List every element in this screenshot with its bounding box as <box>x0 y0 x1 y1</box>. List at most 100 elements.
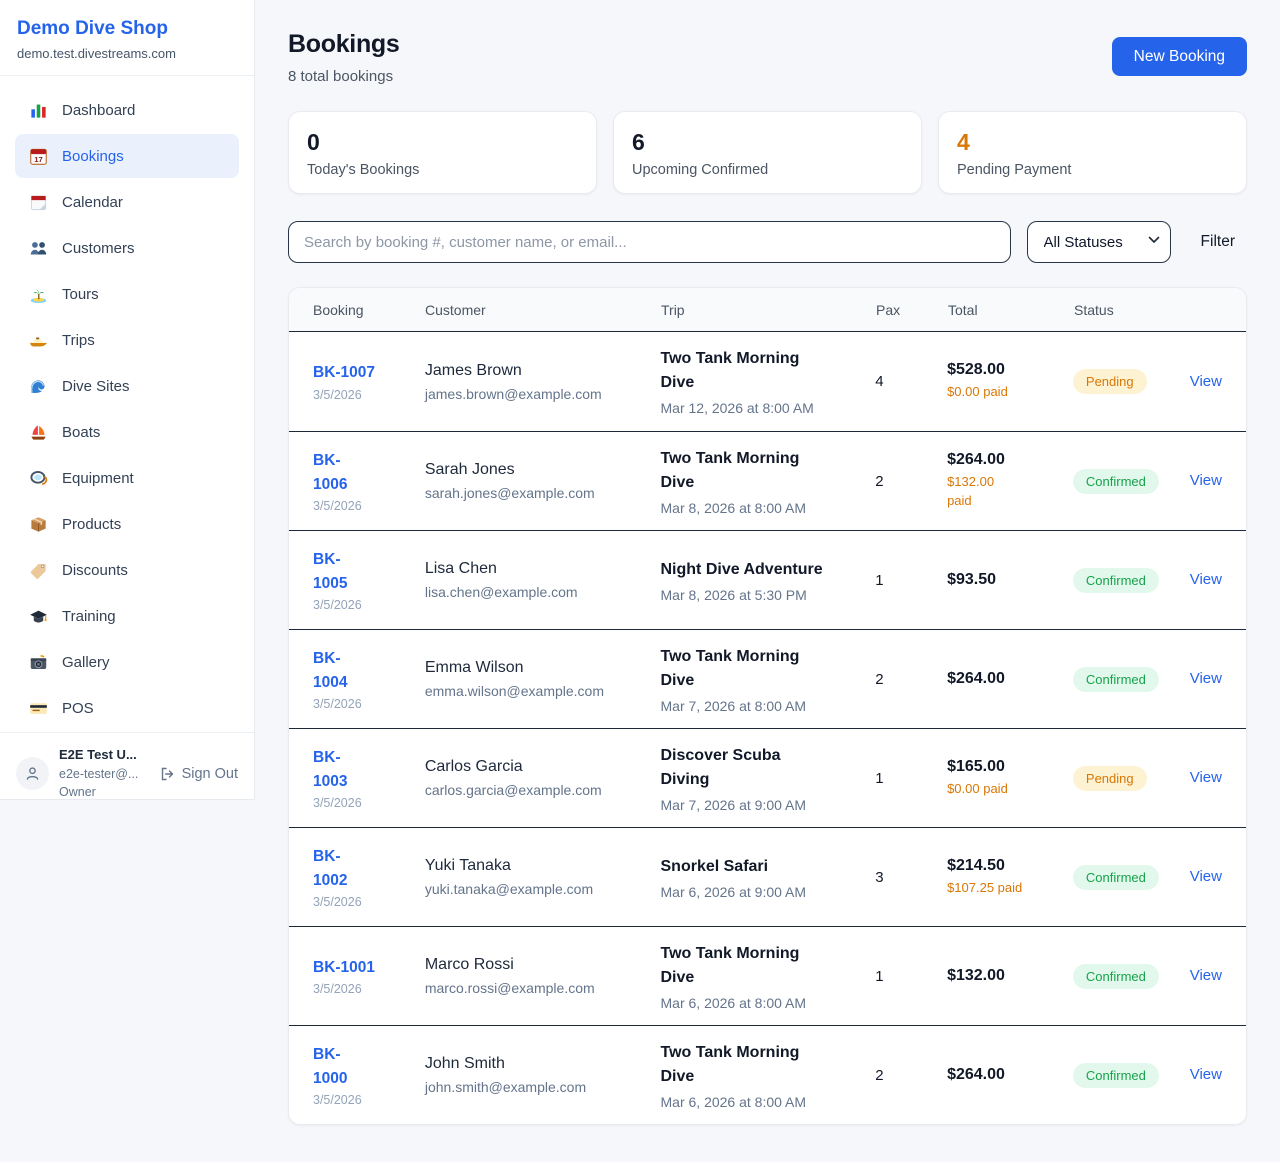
sidebar-item-label: Trips <box>62 331 95 349</box>
table-row: BK- 1000 3/5/2026 John Smith john.smith@… <box>289 1025 1246 1124</box>
table-body: BK-1007 3/5/2026 James Brown james.brown… <box>289 332 1246 1124</box>
new-booking-button[interactable]: New Booking <box>1111 37 1247 76</box>
sidebar-item-label: Discounts <box>62 561 128 579</box>
trip-datetime: Mar 8, 2026 at 8:00 AM <box>660 499 807 516</box>
status-filter-select[interactable]: All Statuses <box>1026 221 1171 263</box>
sidebar-item-customers[interactable]: Customers <box>15 226 239 270</box>
sidebar-item-equipment[interactable]: Equipment <box>15 456 239 500</box>
booking-id-link[interactable]: BK- 1002 <box>313 848 348 889</box>
trip-datetime: Mar 6, 2026 at 8:00 AM <box>660 1093 807 1110</box>
sidebar-item-label: POS <box>62 699 94 717</box>
person-icon <box>26 767 39 780</box>
booking-date: 3/5/2026 <box>313 696 362 711</box>
user-email: e2e-tester@... <box>59 766 139 781</box>
trip-name: Two Tank Morning Dive <box>660 449 800 491</box>
stat-label: Upcoming Confirmed <box>632 162 769 178</box>
calendar-icon: 17 <box>29 147 48 166</box>
credit-card-icon <box>29 699 48 718</box>
stat-card-upcoming-confirmed: 6 Upcoming Confirmed <box>613 111 922 194</box>
trip-datetime: Mar 7, 2026 at 9:00 AM <box>660 796 807 813</box>
booking-id-link[interactable]: BK- 1000 <box>313 1046 348 1087</box>
bookings-table: Booking Customer Trip Pax Total Status B… <box>288 287 1247 1125</box>
column-header-booking: Booking <box>313 301 364 318</box>
sidebar-item-label: Boats <box>62 423 101 441</box>
customer-email: emma.wilson@example.com <box>424 683 604 699</box>
shop-domain: demo.test.divestreams.com <box>17 46 176 61</box>
sidebar-item-discounts[interactable]: Discounts <box>15 548 239 592</box>
sidebar-item-dive-sites[interactable]: Dive Sites <box>15 364 239 408</box>
view-link[interactable]: View <box>1189 571 1222 588</box>
status-badge: Confirmed <box>1072 468 1159 494</box>
table-header-row: Booking Customer Trip Pax Total Status <box>289 288 1246 332</box>
paid-amount: $107.25 paid <box>947 879 1023 895</box>
booking-date: 3/5/2026 <box>313 498 362 513</box>
view-link[interactable]: View <box>1189 1066 1222 1083</box>
pax-count: 3 <box>875 868 884 886</box>
view-link[interactable]: View <box>1189 868 1222 885</box>
status-badge: Confirmed <box>1072 864 1159 890</box>
status-badge: Confirmed <box>1072 1062 1159 1088</box>
sidebar-item-training[interactable]: Training <box>15 594 239 638</box>
sidebar-item-products[interactable]: Products <box>15 502 239 546</box>
booking-id-link[interactable]: BK- 1003 <box>313 749 348 790</box>
filter-button[interactable]: Filter <box>1200 233 1235 250</box>
tear-off-calendar-icon <box>29 193 48 212</box>
view-link[interactable]: View <box>1189 472 1222 489</box>
customer-name: Sarah Jones <box>424 461 515 478</box>
sign-out-button[interactable]: Sign Out <box>159 766 238 782</box>
booking-date: 3/5/2026 <box>313 387 362 402</box>
view-link[interactable]: View <box>1189 967 1222 984</box>
package-icon <box>29 515 48 534</box>
stats-row: 0 Today's Bookings 6 Upcoming Confirmed … <box>288 111 1247 194</box>
sidebar-item-trips[interactable]: Trips <box>15 318 239 362</box>
sidebar-item-label: Tours <box>62 285 99 303</box>
customer-email: carlos.garcia@example.com <box>424 782 602 798</box>
booking-id-link[interactable]: BK-1001 <box>313 958 376 976</box>
booking-id-link[interactable]: BK-1007 <box>313 364 376 382</box>
stat-value: 0 <box>307 129 320 155</box>
booking-id-link[interactable]: BK- 1006 <box>313 452 348 493</box>
sidebar-item-gallery[interactable]: Gallery <box>15 640 239 684</box>
trip-name: Two Tank Morning Dive <box>660 647 800 689</box>
user-meta: E2E Test U... e2e-tester@... Owner <box>59 746 138 801</box>
customer-name: Lisa Chen <box>424 560 497 577</box>
user-name: E2E Test U... <box>59 747 137 762</box>
stat-label: Today's Bookings <box>307 162 420 178</box>
sidebar-item-boats[interactable]: Boats <box>15 410 239 454</box>
column-header-status: Status <box>1074 301 1114 318</box>
pax-count: 2 <box>875 472 884 490</box>
view-link[interactable]: View <box>1189 670 1222 687</box>
total-amount: $264.00 <box>947 1066 1005 1083</box>
stat-card-todays-bookings: 0 Today's Bookings <box>288 111 597 194</box>
view-link[interactable]: View <box>1189 769 1222 786</box>
search-input[interactable] <box>288 221 1011 263</box>
pax-count: 1 <box>875 967 884 985</box>
sidebar-item-dashboard[interactable]: Dashboard <box>15 88 239 132</box>
trip-name: Two Tank Morning Dive <box>660 350 800 391</box>
table-row: BK- 1003 3/5/2026 Carlos Garcia carlos.g… <box>289 728 1246 827</box>
sidebar-item-label: Equipment <box>62 469 134 487</box>
stat-value: 6 <box>632 129 645 155</box>
customer-email: lisa.chen@example.com <box>424 584 578 600</box>
sidebar-item-bookings[interactable]: 17 Bookings <box>15 134 239 178</box>
booking-date: 3/5/2026 <box>313 597 362 612</box>
table-row: BK- 1004 3/5/2026 Emma Wilson emma.wilso… <box>289 629 1246 728</box>
sidebar-item-tours[interactable]: Tours <box>15 272 239 316</box>
trip-datetime: Mar 8, 2026 at 5:30 PM <box>660 586 807 603</box>
sidebar-item-calendar[interactable]: Calendar <box>15 180 239 224</box>
sidebar-nav: Dashboard 17 Bookings Calendar Customers… <box>0 76 254 732</box>
trip-datetime: Mar 7, 2026 at 8:00 AM <box>660 697 807 714</box>
customer-name: John Smith <box>424 1055 505 1072</box>
customer-email: yuki.tanaka@example.com <box>424 881 594 897</box>
pax-count: 2 <box>875 1066 884 1084</box>
user-footer: E2E Test U... e2e-tester@... Owner Sign … <box>0 732 254 814</box>
table-row: BK- 1006 3/5/2026 Sarah Jones sarah.jone… <box>289 431 1246 530</box>
pax-count: 4 <box>875 373 884 390</box>
sidebar-item-pos[interactable]: POS <box>15 686 239 730</box>
status-badge: Pending <box>1072 369 1147 394</box>
booking-id-link[interactable]: BK- 1004 <box>313 650 348 691</box>
trip-datetime: Mar 6, 2026 at 9:00 AM <box>660 883 807 900</box>
booking-id-link[interactable]: BK- 1005 <box>313 551 348 592</box>
trip-name: Two Tank Morning Dive <box>660 1043 800 1085</box>
view-link[interactable]: View <box>1189 372 1222 390</box>
